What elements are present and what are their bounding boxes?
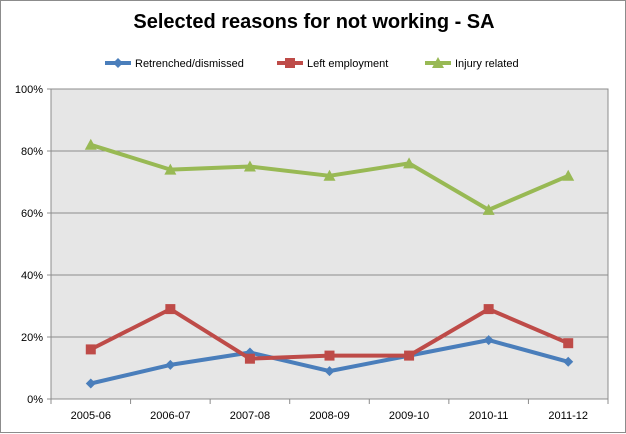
x-tick-label: 2008-09 — [309, 410, 349, 422]
data-point — [85, 344, 96, 355]
data-point — [323, 169, 336, 181]
data-point — [324, 350, 335, 361]
data-point — [563, 356, 574, 367]
data-point — [85, 378, 96, 389]
data-point — [244, 353, 255, 364]
legend-label: Retrenched/dismissed — [135, 58, 244, 70]
data-point — [165, 359, 176, 370]
y-tick-label: 0% — [27, 394, 43, 406]
data-point — [483, 304, 494, 315]
chart-title: Selected reasons for not working - SA — [133, 11, 495, 33]
legend-label: Left employment — [307, 58, 388, 70]
y-tick-label: 20% — [21, 332, 43, 344]
legend-marker — [113, 58, 123, 68]
data-point — [403, 157, 416, 169]
y-tick-label: 100% — [15, 84, 43, 96]
data-point — [404, 350, 415, 361]
x-tick-label: 2007-08 — [230, 410, 270, 422]
legend-marker — [432, 57, 444, 68]
y-tick-label: 40% — [21, 270, 43, 282]
data-point — [164, 163, 177, 175]
legend-marker — [285, 58, 295, 68]
x-tick-label: 2005-06 — [71, 410, 111, 422]
data-point — [482, 203, 495, 215]
x-tick-label: 2006-07 — [150, 410, 190, 422]
data-point — [483, 335, 494, 346]
x-tick-label: 2010-11 — [469, 410, 509, 422]
y-tick-label: 60% — [21, 208, 43, 220]
y-tick-label: 80% — [21, 146, 43, 158]
data-point — [243, 160, 256, 172]
legend-label: Injury related — [455, 58, 519, 70]
x-tick-label: 2011-12 — [548, 410, 588, 422]
data-point — [84, 138, 97, 150]
data-point — [324, 366, 335, 377]
data-point — [165, 304, 176, 315]
data-point — [562, 169, 575, 181]
x-tick-label: 2009-10 — [389, 410, 429, 422]
data-point — [563, 338, 574, 349]
